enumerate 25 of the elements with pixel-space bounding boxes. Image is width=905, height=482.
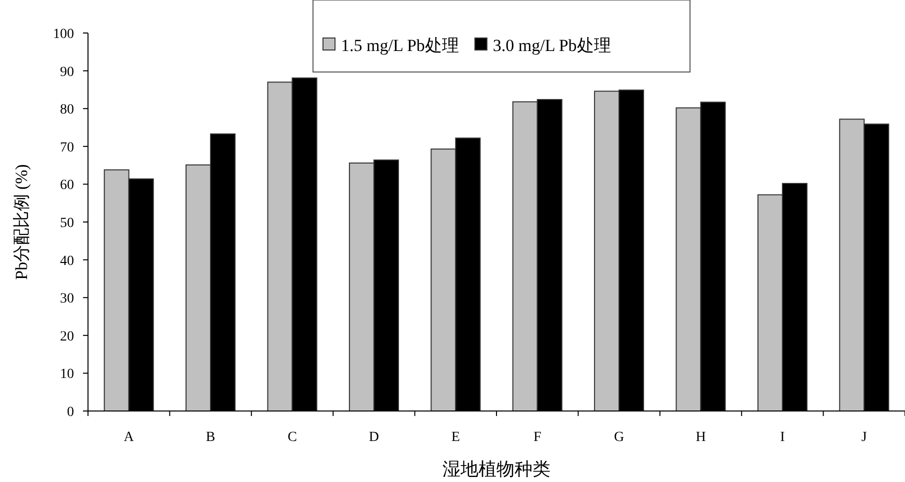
- y-tick-label: 80: [60, 102, 74, 118]
- y-tick-label: 60: [60, 178, 74, 194]
- x-tick-label: A: [124, 430, 135, 445]
- x-tick-label: F: [533, 430, 542, 445]
- y-tick-label: 100: [53, 27, 74, 42]
- y-tick-label: 30: [60, 292, 74, 307]
- y-tick-label: 40: [60, 254, 74, 269]
- y-tick-label: 10: [60, 367, 74, 382]
- legend-label: 1.5 mg/L Pb处理: [341, 36, 459, 55]
- x-tick-label: C: [288, 430, 297, 445]
- y-tick-label: 0: [67, 405, 74, 420]
- y-tick-label: 50: [60, 216, 74, 231]
- y-tick-label: 90: [60, 64, 74, 80]
- x-tick-label: H: [696, 430, 706, 445]
- x-tick-label: I: [780, 430, 786, 445]
- y-axis-title: Pb分配比例 (%): [12, 164, 31, 280]
- x-tick-label: B: [206, 430, 216, 445]
- y-tick-label: 20: [60, 329, 74, 344]
- y-tick-label: 70: [60, 140, 74, 156]
- x-tick-label: G: [614, 430, 624, 445]
- x-tick-label: E: [451, 430, 460, 445]
- x-axis-title: 湿地植物种类: [442, 459, 550, 479]
- x-tick-label: J: [861, 430, 868, 445]
- legend-label: 3.0 mg/L Pb处理: [492, 36, 611, 55]
- x-tick-label: D: [368, 430, 380, 445]
